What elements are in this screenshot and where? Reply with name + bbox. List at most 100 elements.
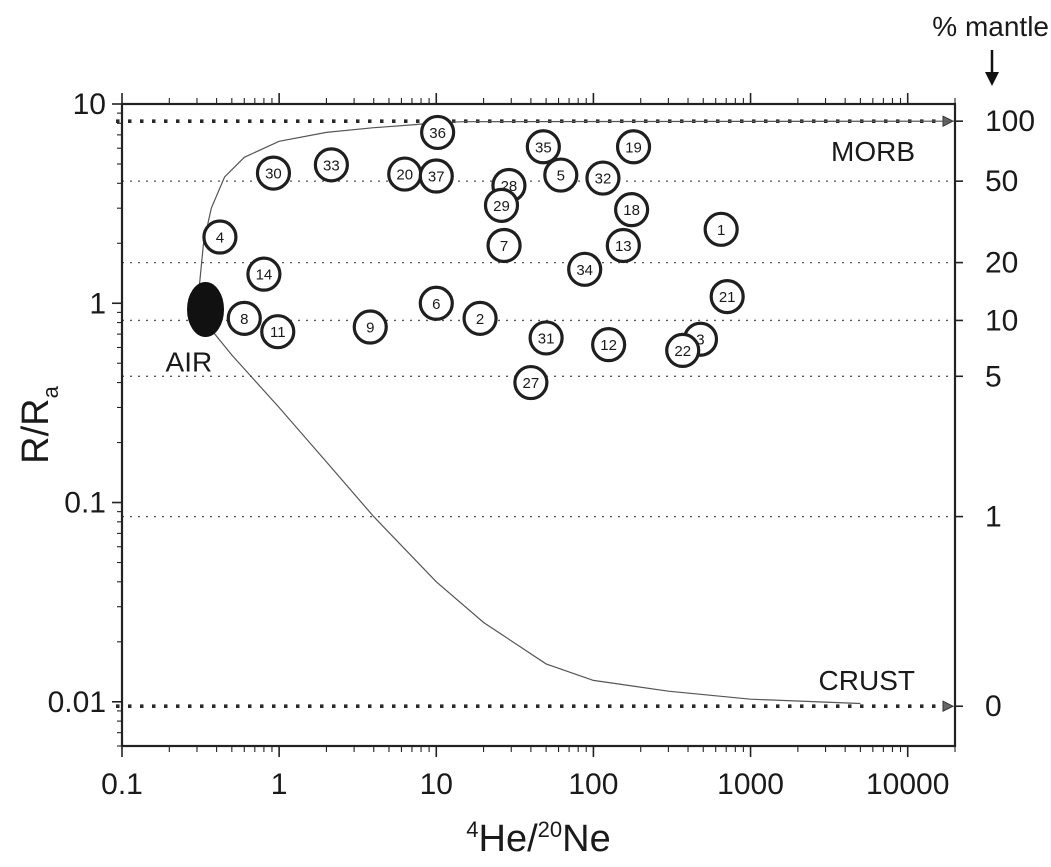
down-arrow-head-icon (985, 72, 999, 86)
right-axis-tick-label: 100 (985, 105, 1035, 138)
data-point: 20 (387, 156, 423, 192)
x-axis-tick-label: 10000 (866, 768, 949, 801)
data-point-marker (352, 309, 388, 345)
data-point-label: 22 (674, 343, 691, 360)
mixing-curves (198, 120, 956, 705)
data-point: 14 (246, 256, 282, 292)
right-axis-tick-label: 50 (985, 165, 1018, 198)
data-point-label: 8 (240, 311, 248, 328)
data-point-label: 4 (216, 230, 224, 247)
data-point: 1 (703, 211, 739, 247)
reference-lines (116, 115, 955, 713)
data-point-label: 27 (523, 375, 540, 392)
data-points: 1234567891112131418192021222728293031323… (187, 114, 745, 401)
axis-ticks (112, 93, 963, 757)
data-point-label: 6 (432, 296, 440, 313)
data-point: 18 (614, 192, 650, 228)
data-point-marker (418, 158, 454, 194)
data-point-marker (665, 332, 701, 369)
data-point: 13 (605, 227, 641, 264)
data-point-marker (567, 251, 603, 287)
bound-arrow-icon (942, 700, 955, 713)
data-point: 27 (513, 364, 549, 401)
data-point-label: 9 (366, 320, 374, 337)
data-point-marker (513, 364, 549, 401)
data-point-label: 34 (576, 262, 593, 279)
data-point-marker (486, 227, 522, 264)
data-point-label: 5 (557, 168, 565, 185)
data-point-label: 33 (323, 157, 340, 174)
bound-label: MORB (831, 136, 915, 167)
data-point-label: 19 (625, 139, 642, 156)
data-point: 37 (418, 158, 454, 194)
data-point-marker (525, 129, 561, 165)
right-axis-tick-label: 10 (985, 304, 1018, 337)
annotations: AIR MORB CRUST % mantle 4He/20Ne R/Ra (15, 11, 1049, 860)
data-point-label: 36 (429, 125, 446, 142)
data-point-marker (418, 285, 454, 321)
data-point: 32 (585, 160, 621, 196)
data-point: 30 (255, 155, 292, 191)
data-point-label: 11 (270, 324, 286, 341)
data-point: 21 (709, 279, 745, 315)
data-point-marker (483, 187, 520, 223)
data-point: 19 (615, 129, 652, 165)
data-point: 6 (418, 285, 454, 321)
y-axis-tick-label: 10 (73, 88, 106, 121)
y-axis-tick-label: 1 (89, 287, 106, 320)
data-point-marker (709, 279, 745, 315)
data-point-marker (703, 211, 739, 247)
plot-frame (120, 102, 957, 748)
data-point-label: 29 (493, 198, 510, 215)
mixing-curve (205, 322, 861, 705)
data-point-marker (260, 314, 296, 350)
data-point-label: 14 (256, 267, 273, 284)
data-point-label: 31 (538, 330, 555, 347)
data-point-marker (420, 114, 456, 151)
y-axis-tick-label: 0.01 (48, 686, 106, 719)
data-point-marker (605, 227, 641, 264)
data-point-label: 13 (615, 238, 632, 255)
x-axis-tick-label: 0.1 (101, 768, 143, 801)
right-axis-tick-label: 20 (985, 247, 1018, 280)
data-point: 34 (567, 251, 603, 287)
data-point: 9 (352, 309, 388, 345)
data-point-label: 12 (600, 337, 617, 354)
data-point: 35 (525, 129, 561, 165)
data-point-label: 37 (428, 169, 445, 186)
data-point-label: 32 (595, 171, 612, 188)
right-axis-title: % mantle (932, 11, 1049, 42)
air-label: AIR (166, 347, 213, 378)
data-point: 12 (591, 327, 627, 363)
x-axis-title: 4He/20Ne (466, 817, 610, 860)
data-point-label: 1 (717, 222, 725, 239)
right-axis-tick-label: 5 (985, 360, 1002, 393)
data-point: 36 (420, 114, 456, 151)
data-point-marker (585, 160, 621, 196)
data-point-marker (528, 320, 564, 356)
data-point: 22 (665, 332, 701, 369)
data-point: 4 (202, 219, 238, 255)
data-point-marker (614, 192, 650, 228)
data-point: 2 (462, 300, 498, 336)
data-point-marker (615, 129, 652, 165)
data-point-label: 35 (535, 139, 552, 156)
data-point-label: 18 (623, 202, 640, 219)
right-axis-tick-label: 0 (985, 690, 1002, 723)
data-point-marker (313, 147, 349, 183)
data-point-label: 21 (719, 289, 736, 306)
data-point: 31 (528, 320, 564, 356)
y-axis-title: R/Ra (15, 385, 63, 463)
data-point-marker (255, 155, 292, 191)
data-point-marker (462, 300, 498, 336)
x-axis-tick-label: 100 (568, 768, 618, 801)
data-point-marker (591, 327, 627, 363)
data-point-marker (226, 300, 262, 336)
x-axis-tick-label: 10 (420, 768, 453, 801)
right-axis-tick-label: 1 (985, 501, 1002, 534)
data-point: 5 (543, 157, 579, 193)
y-axis-tick-label: 0.1 (64, 487, 106, 520)
data-point: 33 (313, 147, 349, 183)
